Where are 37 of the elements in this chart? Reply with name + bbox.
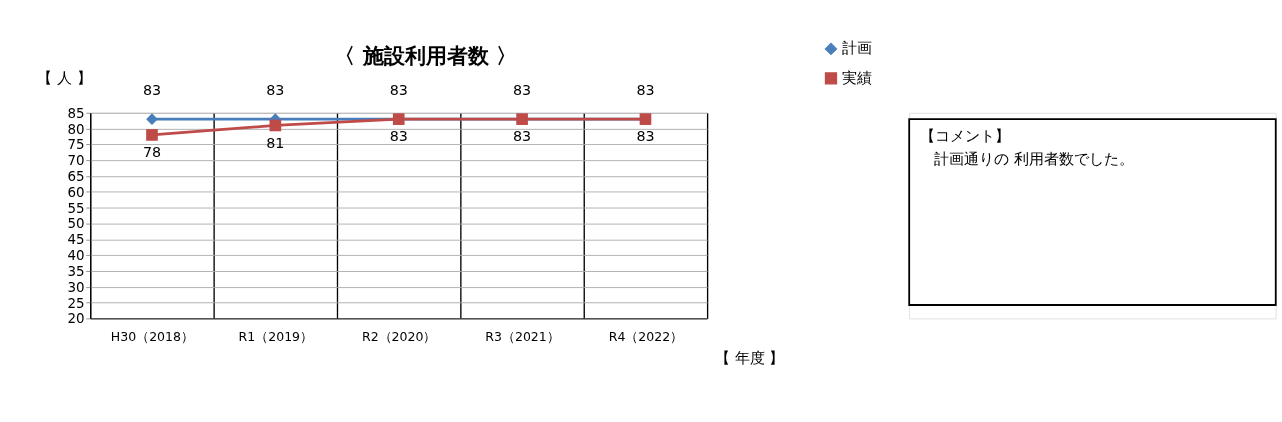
x-tick-label: R1（2019）: [238, 329, 314, 345]
y-tick-label: 45: [67, 232, 85, 248]
y-tick-label: 35: [67, 263, 85, 279]
y-tick-label: 25: [67, 295, 85, 311]
y-tick-label: 60: [67, 184, 85, 200]
data-label: 83: [636, 128, 655, 145]
y-tick-label: 55: [67, 200, 85, 216]
data-label: 83: [142, 81, 162, 98]
data-label: 83: [389, 81, 408, 98]
data-label: 83: [513, 81, 532, 98]
legend-label: 計画: [842, 39, 873, 58]
y-tick-label: 40: [67, 248, 85, 264]
y-tick-label: 75: [67, 137, 85, 153]
data-label: 83: [513, 128, 532, 145]
y-tick-label: 30: [67, 279, 85, 295]
x-tick-label: R2（2020）: [361, 329, 437, 345]
data-label: 81: [266, 134, 285, 151]
y-tick-label: 80: [67, 121, 85, 137]
x-tick-label: R4（2022）: [608, 329, 684, 345]
data-label: 83: [266, 81, 285, 98]
text: 計画通りの 利用者数でした。: [934, 149, 1135, 168]
y-tick-label: 20: [67, 311, 85, 327]
y-tick-label: 50: [67, 216, 85, 232]
x-tick-label: R3（2021）: [485, 329, 560, 345]
data-label: 83: [389, 128, 408, 145]
y-tick-label: 85: [67, 105, 85, 121]
text: 【コメント】: [919, 126, 1010, 145]
x-tick-label: H30（2018）: [110, 329, 194, 345]
chart-title: 〈 施設利用者数 〉: [334, 42, 518, 68]
x-axis-title: 【 年度 】: [714, 348, 785, 367]
y-tick-label: 70: [67, 153, 85, 169]
data-label: 83: [636, 81, 655, 98]
y-tick-label: 65: [67, 168, 85, 184]
y-axis-title: 【 人 】: [37, 68, 92, 87]
legend-label: 実績: [842, 68, 873, 87]
point: [146, 129, 158, 141]
data-label: 78: [142, 144, 162, 161]
